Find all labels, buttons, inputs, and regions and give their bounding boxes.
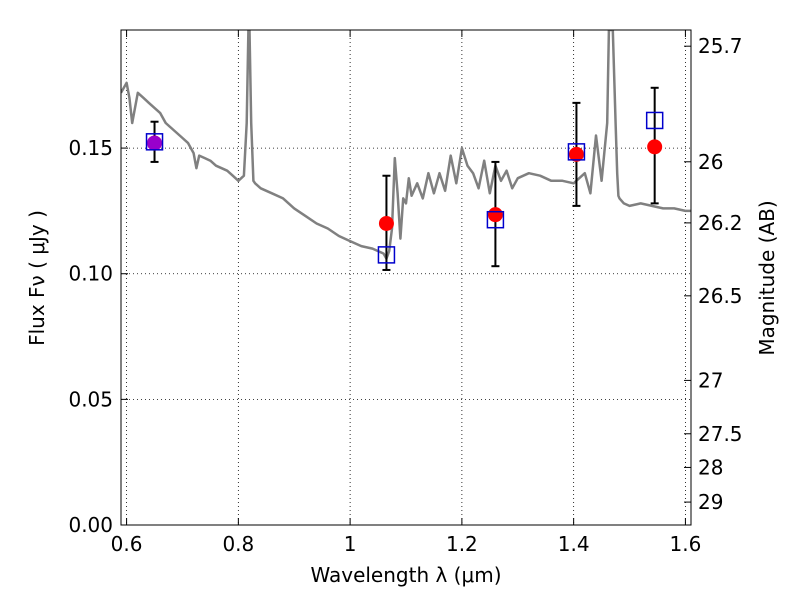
overlap-point	[147, 135, 163, 151]
x-tick-label: 1.6	[670, 532, 702, 556]
y2-tick-label: 25.7	[698, 34, 743, 58]
x-tick-label: 0.8	[222, 532, 254, 556]
x-tick-label: 0.6	[111, 532, 143, 556]
y2-tick-label: 27.5	[698, 422, 743, 446]
y2-tick-label: 27	[698, 368, 723, 392]
observed-point	[378, 215, 394, 231]
plot-frame	[120, 29, 692, 526]
model-point	[486, 210, 505, 229]
y2-tick-label: 26.2	[698, 211, 743, 235]
model-point	[377, 246, 396, 264]
observed-point	[647, 139, 663, 155]
tick-labels: 0.6 0.8 1 1.2 1.4 1.6 0.00 0.05 0.10 0.15 25.7 26 26…	[68, 34, 742, 556]
y-tick-label: 0.05	[68, 387, 113, 411]
model-point	[567, 143, 586, 161]
template-spectrum-line	[121, 30, 691, 260]
x-tick-label: 1.4	[558, 532, 590, 556]
y-tick-label: 0.00	[68, 513, 113, 537]
y-tick-label: 0.10	[68, 262, 113, 286]
tick-marks	[121, 30, 691, 526]
x-tick-label: 1	[344, 532, 357, 556]
x-axis-label: Wavelength λ (μm)	[310, 563, 501, 587]
y2-axis-label: Magnitude (AB)	[755, 200, 779, 355]
y-axis-label: Flux Fν ( μJy )	[25, 210, 49, 346]
model-point	[645, 111, 664, 130]
y2-tick-label: 26.5	[698, 284, 743, 308]
observed-point	[487, 207, 503, 223]
x-tick-label: 1.2	[446, 532, 478, 556]
data-layer	[121, 30, 691, 271]
y-tick-label: 0.15	[68, 136, 113, 160]
y2-tick-label: 29	[698, 490, 723, 514]
model-point	[145, 133, 164, 151]
y2-tick-label: 28	[698, 455, 723, 479]
plot-background	[121, 30, 691, 525]
observed-point	[568, 146, 584, 162]
y2-tick-label: 26	[698, 150, 723, 174]
